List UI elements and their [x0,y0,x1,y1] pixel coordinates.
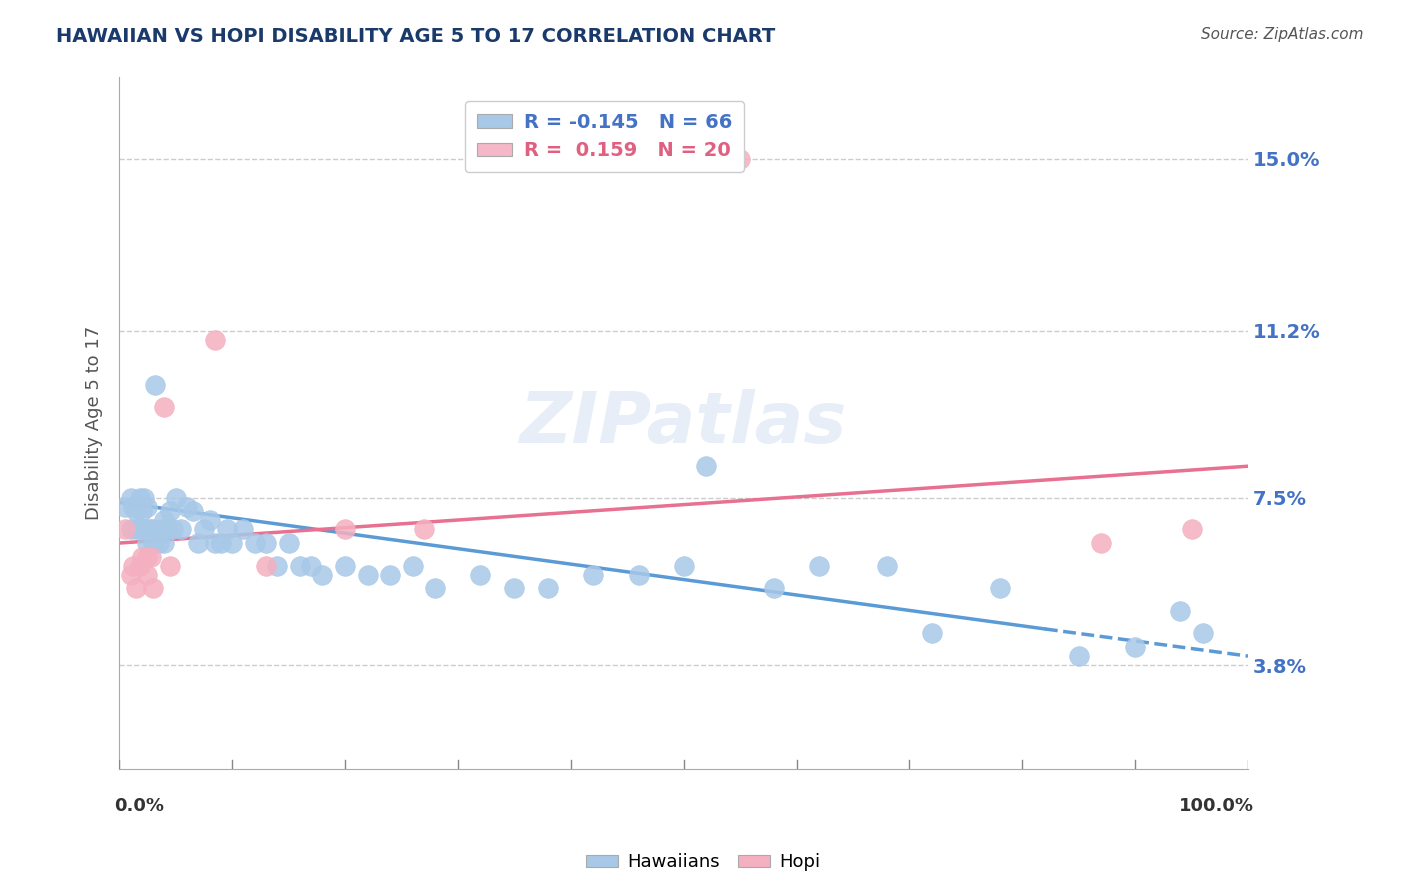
Point [232,523,254,537]
Point [808,558,831,573]
Point [221,536,243,550]
Point [988,581,1011,595]
Point [198,513,221,527]
Point [1123,640,1146,654]
Point [413,523,436,537]
Point [402,558,425,573]
Point [159,558,181,573]
Point [120,523,142,537]
Point [114,523,136,537]
Point [148,536,170,550]
Point [139,549,162,564]
Point [356,567,378,582]
Point [311,567,333,582]
Point [145,377,167,392]
Point [277,536,299,550]
Point [125,504,148,518]
Point [503,581,526,595]
Point [333,523,356,537]
Point [136,549,159,564]
Legend: Hawaiians, Hopi: Hawaiians, Hopi [578,847,828,879]
Y-axis label: Disability Age 5 to 17: Disability Age 5 to 17 [86,326,103,520]
Point [121,558,143,573]
Point [176,500,198,514]
Point [254,558,277,573]
Point [425,581,447,595]
Point [153,513,176,527]
Point [582,567,605,582]
Point [170,523,193,537]
Point [153,401,176,415]
Point [193,523,215,537]
Point [537,581,560,595]
Point [380,567,402,582]
Point [1181,523,1204,537]
Point [165,491,187,505]
Legend: R = -0.145   N = 66, R =  0.159   N = 20: R = -0.145 N = 66, R = 0.159 N = 20 [465,101,744,172]
Point [131,504,153,518]
Point [125,523,148,537]
Point [288,558,311,573]
Text: 100.0%: 100.0% [1178,797,1254,814]
Point [204,333,226,347]
Point [136,523,159,537]
Point [266,558,288,573]
Point [243,536,266,550]
Point [333,558,356,573]
Point [1170,604,1192,618]
Point [142,581,165,595]
Text: Source: ZipAtlas.com: Source: ZipAtlas.com [1201,27,1364,42]
Point [120,491,142,505]
Point [132,491,155,505]
Point [150,523,173,537]
Text: 0.0%: 0.0% [114,797,163,814]
Point [215,523,238,537]
Point [695,459,717,474]
Point [162,523,184,537]
Point [153,536,176,550]
Point [120,567,142,582]
Point [672,558,695,573]
Point [762,581,785,595]
Point [128,491,150,505]
Point [159,504,181,518]
Point [128,523,150,537]
Point [876,558,898,573]
Text: ZIPatlas: ZIPatlas [520,389,848,458]
Point [204,536,226,550]
Point [187,536,209,550]
Point [921,626,943,640]
Point [139,523,162,537]
Text: HAWAIIAN VS HOPI DISABILITY AGE 5 TO 17 CORRELATION CHART: HAWAIIAN VS HOPI DISABILITY AGE 5 TO 17 … [56,27,776,45]
Point [1067,649,1090,664]
Point [131,549,153,564]
Point [627,567,650,582]
Point [1090,536,1112,550]
Point [136,500,159,514]
Point [503,106,526,120]
Point [142,523,165,537]
Point [142,536,165,550]
Point [136,567,159,582]
Point [470,567,492,582]
Point [209,536,232,550]
Point [728,152,751,166]
Point [121,500,143,514]
Point [128,558,150,573]
Point [114,500,136,514]
Point [125,581,148,595]
Point [254,536,277,550]
Point [299,558,322,573]
Point [1192,626,1215,640]
Point [131,523,153,537]
Point [181,504,204,518]
Point [136,536,159,550]
Point [132,523,155,537]
Point [156,523,179,537]
